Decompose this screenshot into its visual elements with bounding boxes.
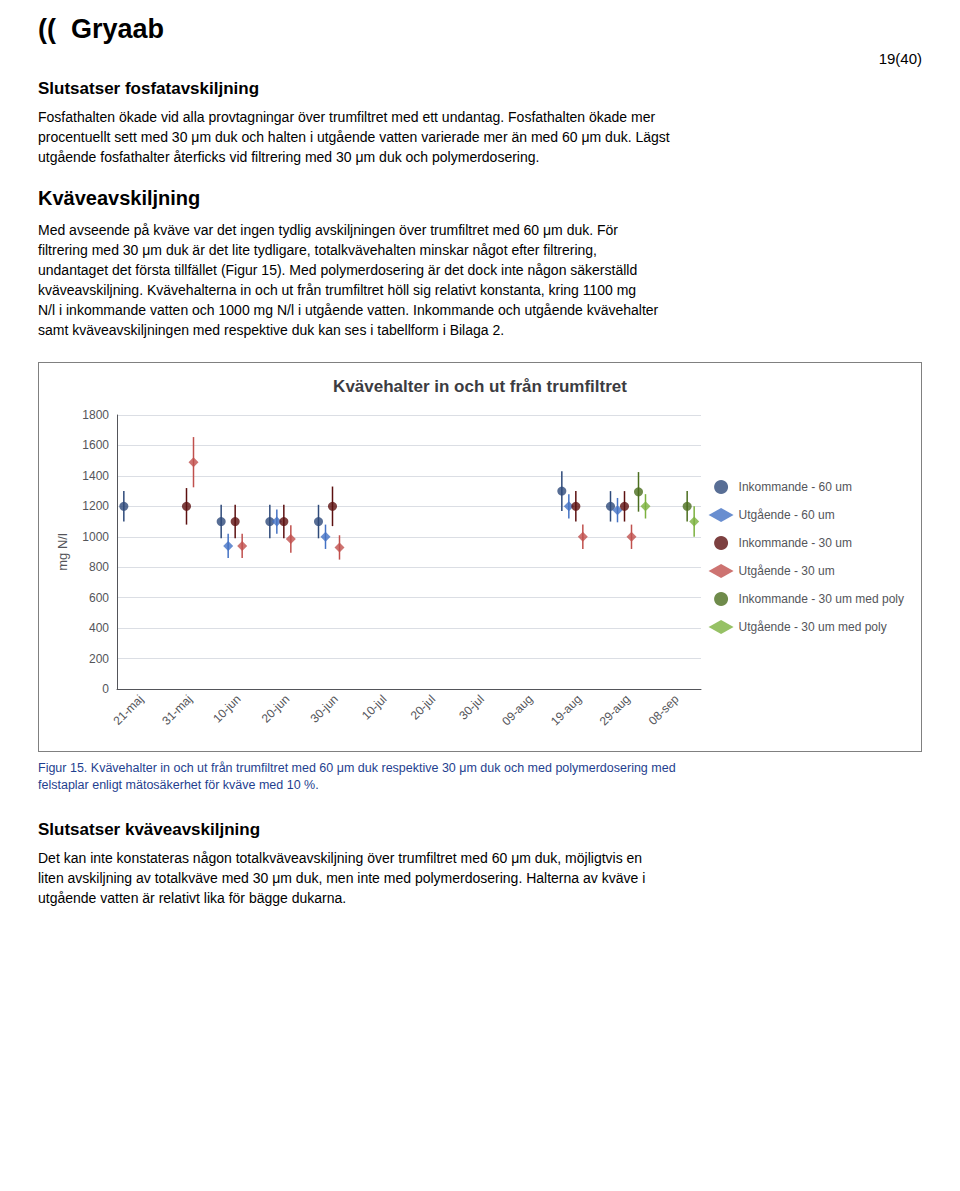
svg-text:Kvävehalter in och ut från tru: Kvävehalter in och ut från trumfiltret	[333, 377, 627, 396]
html-text:samt kväveavskiljningen med re: samt kväveavskiljningen med respektive d…	[38, 322, 505, 338]
svg-text:Utgående - 30 um: Utgående - 30 um	[739, 564, 835, 578]
html-text:procentuellt sett med 30 μm du: procentuellt sett med 30 μm duk och halt…	[38, 129, 670, 145]
html-text:Slutsatser fosfatavskiljning: Slutsatser fosfatavskiljning	[38, 79, 260, 98]
svg-text:Inkommande - 30 um med poly: Inkommande - 30 um med poly	[739, 592, 904, 606]
svg-text:09-aug: 09-aug	[499, 692, 535, 728]
svg-text:1400: 1400	[82, 469, 109, 483]
svg-text:600: 600	[89, 591, 109, 605]
html-text:filtrering med 30 μm duk är de: filtrering med 30 μm duk är det lite tyd…	[38, 242, 597, 258]
html-text:utgående vatten är relativt li: utgående vatten är relativt lika för bäg…	[38, 890, 347, 906]
svg-text:800: 800	[89, 560, 109, 574]
svg-text:1000: 1000	[82, 530, 109, 544]
svg-text:200: 200	[89, 652, 109, 666]
html-text:liten avskiljning av totalkväv: liten avskiljning av totalkväve med 30 μ…	[38, 870, 646, 886]
svg-text:Inkommande - 60 um: Inkommande - 60 um	[739, 480, 852, 494]
html-text:Det kan inte konstateras någon: Det kan inte konstateras någon totalkväv…	[38, 850, 643, 866]
svg-text:30-jun: 30-jun	[307, 692, 340, 725]
html-text:(( Gryaab: (( Gryaab	[38, 14, 164, 44]
svg-text:0: 0	[102, 682, 109, 696]
svg-text:400: 400	[89, 621, 109, 635]
svg-text:Utgående - 30 um med poly: Utgående - 30 um med poly	[739, 620, 887, 634]
svg-text:29-aug: 29-aug	[597, 692, 633, 728]
svg-text:1600: 1600	[82, 438, 109, 452]
html-text:Figur 15. Kvävehalter in och u: Figur 15. Kvävehalter in och ut från tru…	[38, 761, 676, 775]
svg-text:08-sep: 08-sep	[646, 692, 682, 728]
svg-text:10-jul: 10-jul	[359, 692, 390, 723]
svg-text:20-jun: 20-jun	[259, 692, 292, 725]
svg-text:21-maj: 21-maj	[110, 692, 146, 728]
svg-text:1800: 1800	[82, 408, 109, 422]
html-text:Slutsatser kväveavskiljning: Slutsatser kväveavskiljning	[38, 820, 261, 839]
svg-text:1200: 1200	[82, 499, 109, 513]
html-text:undantaget det första tillfäll: undantaget det första tillfället (Figur …	[38, 262, 638, 278]
svg-text:mg N/l: mg N/l	[55, 533, 70, 571]
svg-text:19-aug: 19-aug	[548, 692, 584, 728]
svg-text:30-jul: 30-jul	[456, 692, 487, 723]
html-text:utgående fosfathalter återfick: utgående fosfathalter återficks vid filt…	[38, 149, 540, 165]
html-text:kväveavskiljning. Kvävehaltern: kväveavskiljning. Kvävehalterna in och u…	[38, 282, 637, 298]
html-text:N/l i inkommande vatten och 10: N/l i inkommande vatten och 1000 mg N/l …	[38, 302, 659, 318]
svg-text:31-maj: 31-maj	[159, 692, 195, 728]
svg-text:10-jun: 10-jun	[210, 692, 243, 725]
html-text:Med avseende på kväve var det: Med avseende på kväve var det ingen tydl…	[38, 222, 618, 238]
html-text:Fosfathalten ökade vid alla pr: Fosfathalten ökade vid alla provtagninga…	[38, 109, 656, 125]
svg-text:Inkommande - 30 um: Inkommande - 30 um	[739, 536, 852, 550]
svg-text:Utgående - 60 um: Utgående - 60 um	[739, 508, 835, 522]
html-text:Kväveavskiljning: Kväveavskiljning	[38, 187, 201, 209]
svg-text:20-jul: 20-jul	[408, 692, 439, 723]
html-text:felstaplar enligt mätosäkerhet: felstaplar enligt mätosäkerhet för kväve…	[38, 778, 319, 792]
html-text:19(40): 19(40)	[878, 50, 922, 67]
